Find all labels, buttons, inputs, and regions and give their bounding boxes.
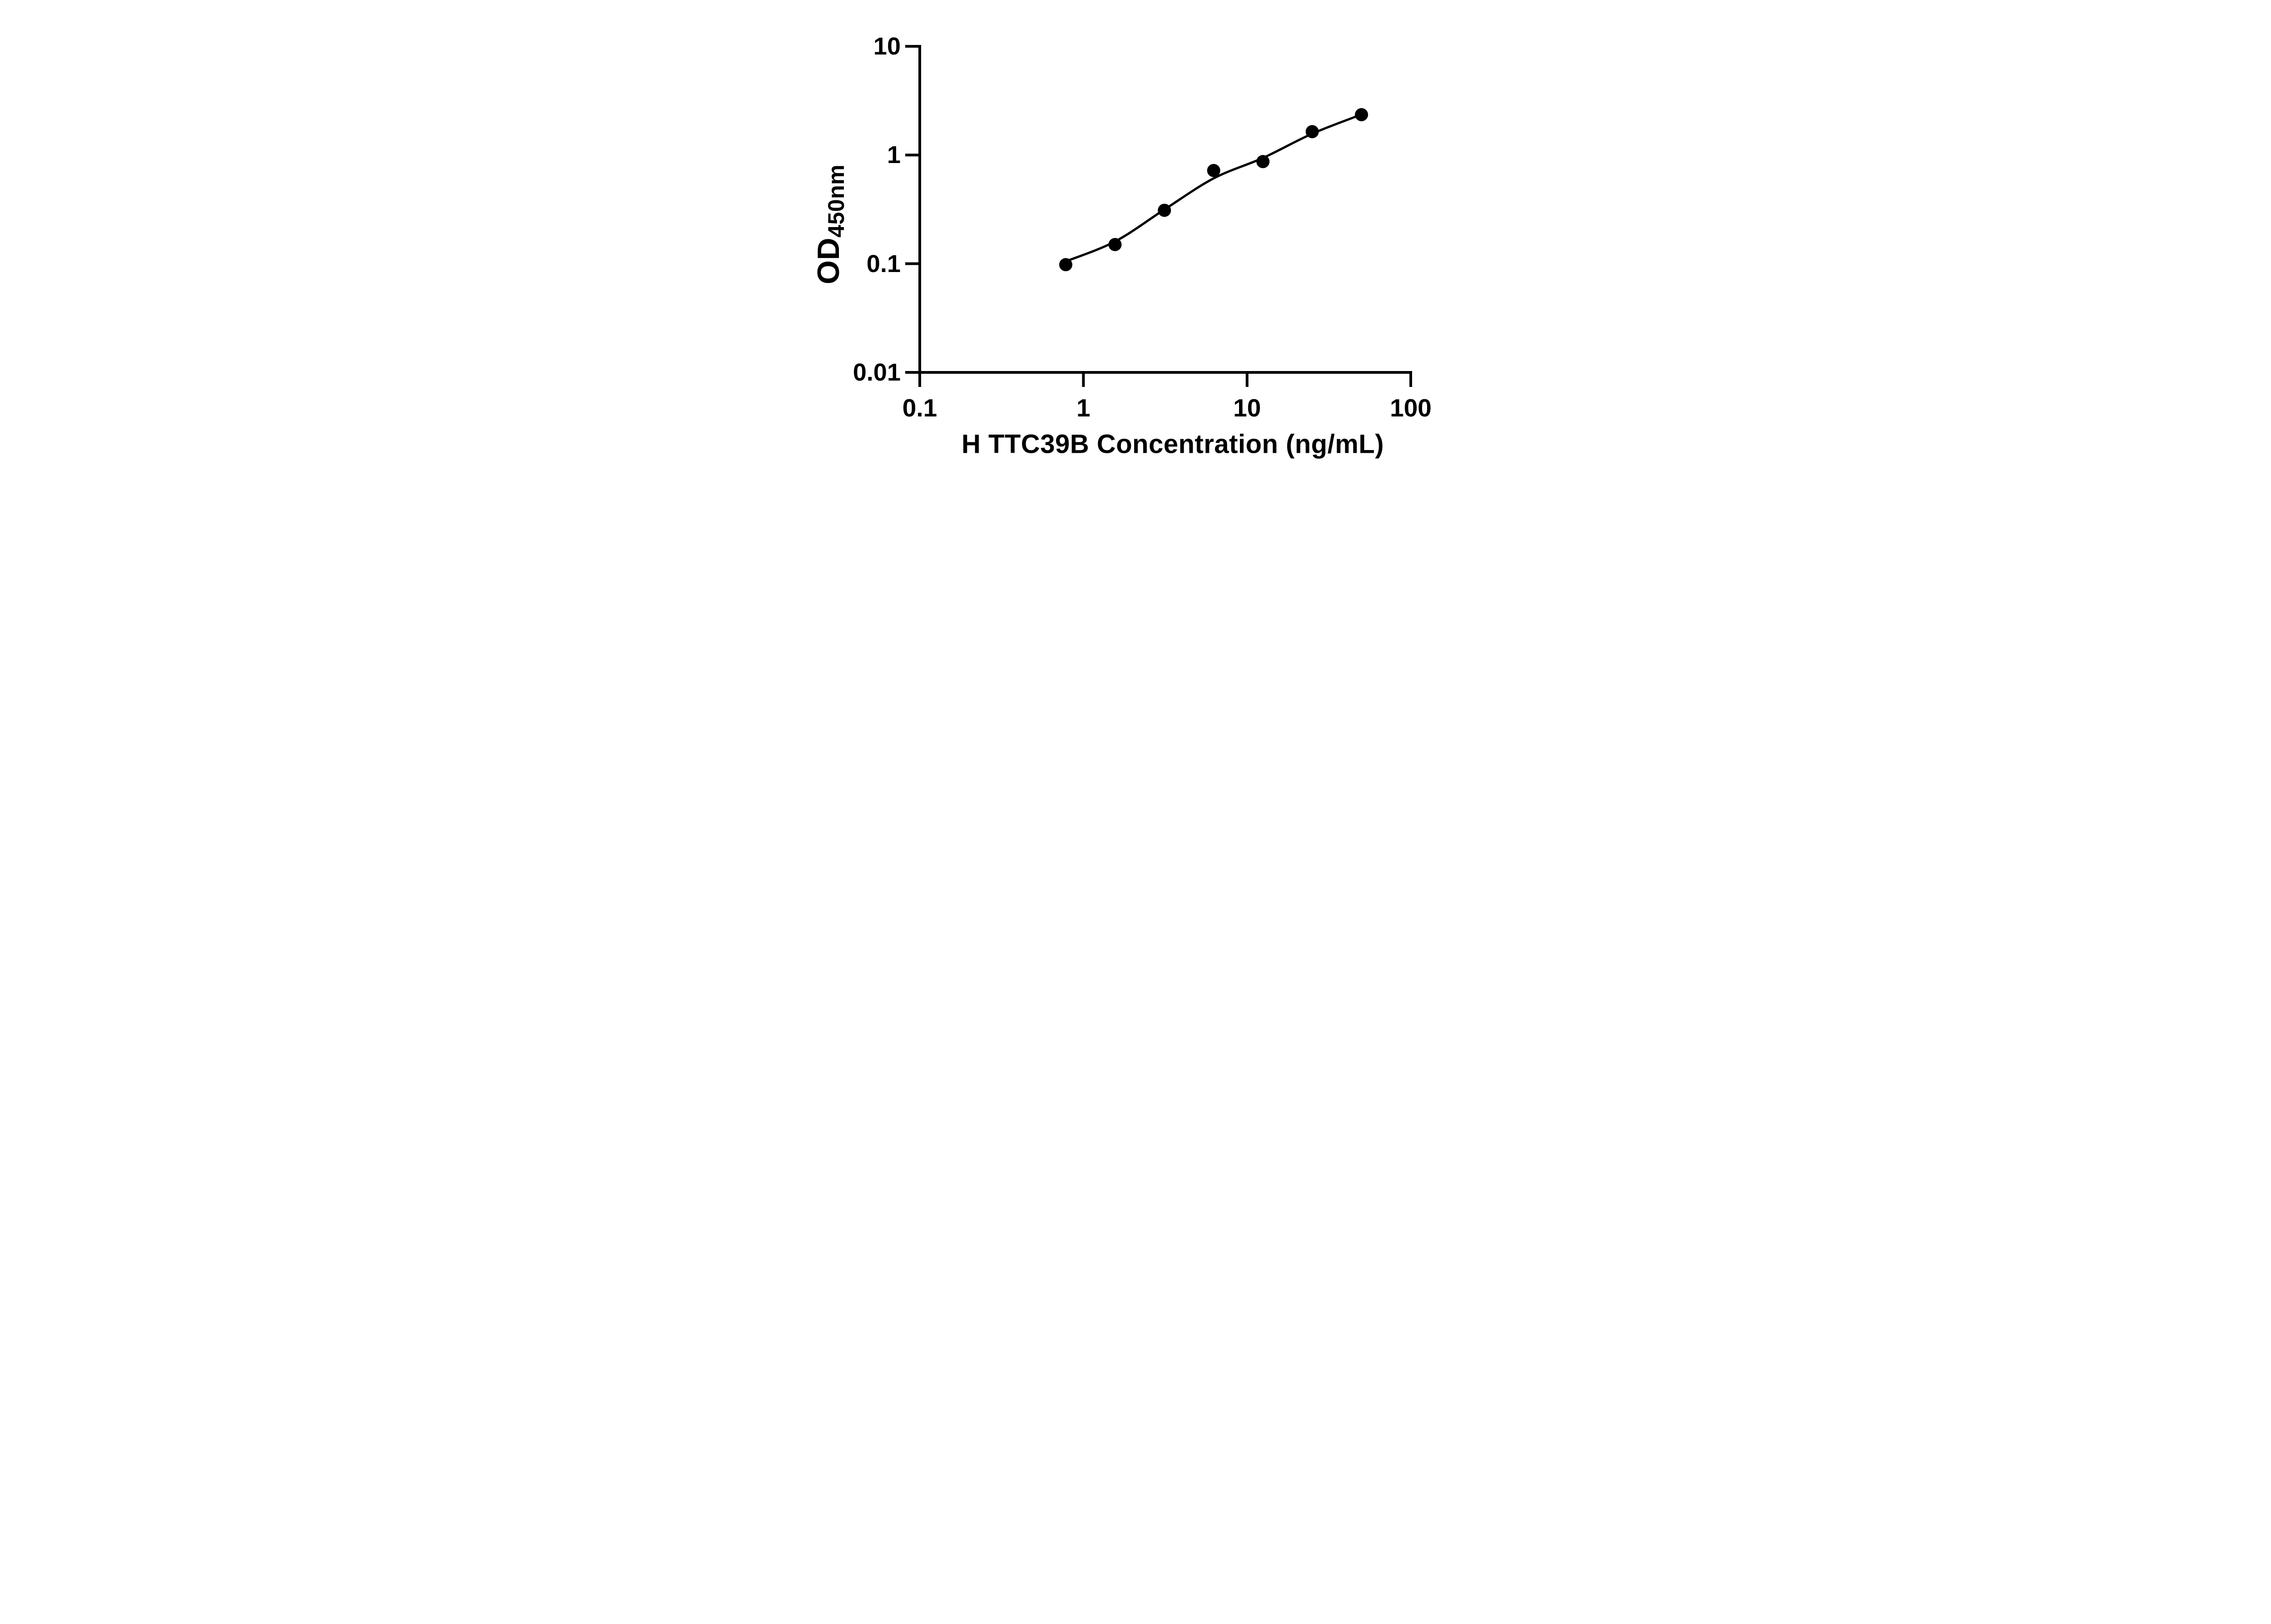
data-point-marker	[1059, 258, 1072, 272]
y-axis-title-main: OD	[811, 237, 846, 284]
x-tick-label: 10	[1233, 394, 1261, 422]
x-tick-label: 0.1	[902, 394, 937, 422]
y-tick-label: 0.1	[866, 250, 901, 277]
data-point-marker	[1256, 155, 1270, 168]
x-tick-label: 1	[1076, 394, 1091, 422]
data-point-marker	[1158, 203, 1171, 217]
y-axis-title-subscript: 450nm	[823, 164, 849, 238]
y-axis-title: OD450nm	[811, 164, 849, 284]
plot-canvas	[905, 45, 1412, 387]
x-tick-label: 100	[1390, 394, 1432, 422]
y-tick-label: 10	[873, 33, 901, 60]
data-point-marker	[1207, 163, 1220, 177]
elisa-standard-curve-figure: OD450nm H TTC39B Concentration (ng/mL) 1…	[786, 0, 1485, 488]
y-tick-label: 1	[887, 141, 901, 169]
y-tick-label: 0.01	[853, 359, 901, 386]
x-axis-title: H TTC39B Concentration (ng/mL)	[961, 429, 1384, 459]
data-point-marker	[1108, 238, 1122, 252]
fit-curve	[1065, 113, 1363, 263]
data-point-marker	[1355, 108, 1369, 122]
data-point-marker	[1305, 125, 1319, 139]
